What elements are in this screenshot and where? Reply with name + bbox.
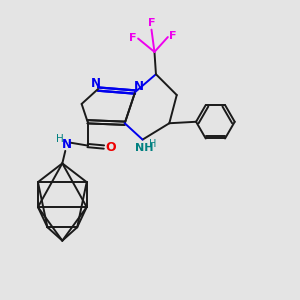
Text: N: N [134, 80, 144, 93]
Text: F: F [129, 33, 136, 43]
Text: NH: NH [135, 143, 153, 153]
Text: F: F [169, 31, 177, 41]
Text: H: H [56, 134, 64, 144]
Text: F: F [148, 18, 155, 28]
Text: N: N [62, 138, 72, 152]
Text: H: H [149, 139, 157, 149]
Text: O: O [105, 140, 116, 154]
Text: N: N [91, 77, 100, 90]
